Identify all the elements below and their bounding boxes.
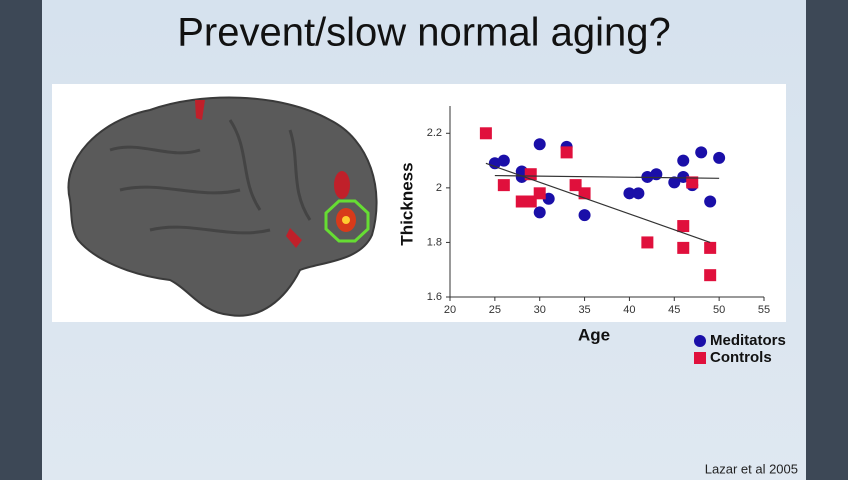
- point: [686, 176, 699, 189]
- point: [704, 241, 717, 254]
- point: [578, 209, 591, 222]
- point: [479, 127, 492, 140]
- x-tick-label: 45: [668, 304, 680, 316]
- x-tick-label: 55: [758, 304, 770, 316]
- x-tick-label: 20: [444, 304, 456, 316]
- point: [650, 168, 663, 181]
- point: [713, 151, 726, 164]
- point: [632, 187, 645, 200]
- x-tick-label: 35: [578, 304, 590, 316]
- point: [677, 241, 690, 254]
- trend-line: [494, 174, 720, 179]
- slide-title: Prevent/slow normal aging?: [177, 11, 671, 55]
- point: [524, 168, 537, 181]
- x-tick-label: 40: [623, 304, 635, 316]
- trend-line: [485, 162, 711, 243]
- y-tick-label: 2: [436, 182, 442, 194]
- x-tick-label: 25: [489, 304, 501, 316]
- legend-marker: [694, 352, 706, 364]
- y-tick-label: 2.2: [427, 127, 442, 139]
- point: [497, 154, 510, 167]
- point: [677, 220, 690, 233]
- y-tick-label: 1.6: [427, 291, 442, 303]
- brain-image: [67, 96, 378, 317]
- point: [641, 236, 654, 249]
- point: [533, 138, 546, 151]
- point: [623, 187, 636, 200]
- point: [533, 206, 546, 219]
- point: [668, 176, 681, 189]
- legend-label: Controls: [710, 349, 772, 366]
- point: [578, 187, 591, 200]
- legend-marker: [694, 335, 706, 347]
- point: [677, 154, 690, 167]
- x-tick-label: 50: [713, 304, 725, 316]
- legend-label: Meditators: [710, 332, 786, 349]
- citation: Lazar et al 2005: [705, 461, 798, 476]
- point: [560, 146, 573, 159]
- plot: 20 25 30 35 40 45 50 55 1.6 1.8 2 2.2 MeditatorsCont…: [427, 106, 786, 366]
- point: [704, 195, 717, 208]
- y-axis-label: Thickness: [397, 162, 416, 245]
- y-tick-label: 1.8: [427, 236, 442, 248]
- x-axis-label: Age: [578, 325, 610, 344]
- x-tick-label: 30: [534, 304, 546, 316]
- point: [704, 269, 717, 282]
- point: [695, 146, 708, 159]
- point: [497, 179, 510, 192]
- point: [533, 187, 546, 200]
